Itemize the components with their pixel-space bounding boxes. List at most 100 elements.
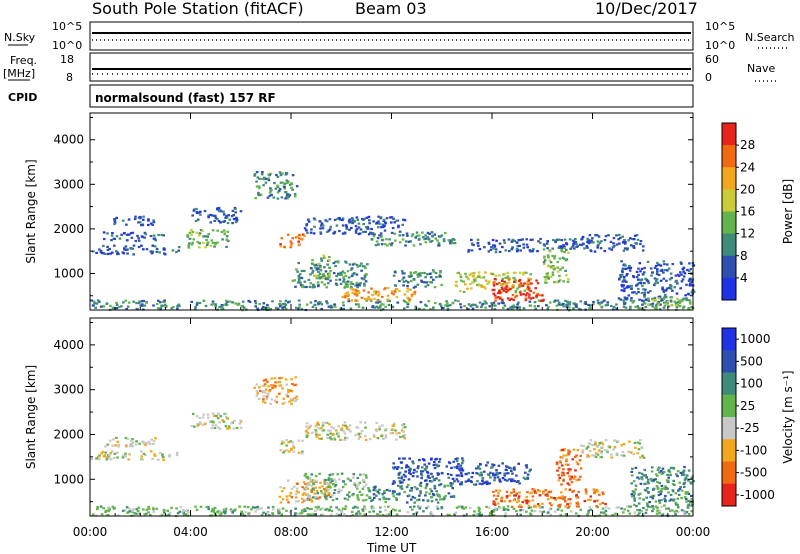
power-echo-cell <box>622 289 626 293</box>
velocity-echo-cell <box>428 492 431 495</box>
power-echo-cell <box>667 267 671 270</box>
power-echo-cell <box>329 304 333 307</box>
power-echo-cell <box>142 215 145 218</box>
velocity-colorbar-tick-label: 500 <box>740 354 763 368</box>
power-echo-cell <box>239 210 243 213</box>
velocity-echo-cell <box>270 377 273 380</box>
velocity-echo-cell <box>392 422 396 425</box>
power-echo-cell <box>442 238 446 241</box>
velocity-echo-cell <box>291 444 295 447</box>
power-echo-cell <box>335 283 339 286</box>
power-echo-cell <box>284 197 287 200</box>
power-echo-cell <box>478 248 482 251</box>
velocity-echo-cell <box>440 471 444 475</box>
velocity-echo-cell <box>295 500 298 503</box>
power-echo-cell <box>524 297 528 300</box>
velocity-echo-cell <box>685 497 688 501</box>
power-echo-cell <box>626 285 630 288</box>
power-echo-cell <box>517 239 521 242</box>
velocity-echo-cell <box>132 508 135 511</box>
power-echo-cell <box>313 274 317 277</box>
power-echo-cell <box>280 196 284 199</box>
power-echo-cell <box>504 288 507 291</box>
power-echo-cell <box>320 303 324 306</box>
power-echo-cell <box>514 289 518 293</box>
power-echo-cell <box>195 207 198 211</box>
velocity-echo-cell <box>320 491 324 494</box>
power-echo-cell <box>557 246 561 249</box>
power-echo-cell <box>340 272 343 275</box>
power-echo-cell <box>663 301 666 304</box>
velocity-echo-cell <box>105 456 108 459</box>
power-echo-cell <box>90 299 93 302</box>
velocity-echo-cell <box>408 470 411 473</box>
power-echo-cell <box>295 306 298 309</box>
power-echo-cell <box>341 224 345 227</box>
power-echo-cell <box>213 219 217 222</box>
power-echo-cell <box>380 303 383 306</box>
power-echo-cell <box>326 275 330 278</box>
velocity-echo-cell <box>586 498 590 501</box>
velocity-echo-cell <box>428 476 431 480</box>
velocity-echo-cell <box>684 491 687 494</box>
power-echo-cell <box>279 243 282 246</box>
power-echo-cell <box>367 215 371 218</box>
velocity-echo-cell <box>563 496 567 499</box>
power-echo-cell <box>439 235 442 238</box>
velocity-echo-cell <box>435 457 438 460</box>
power-echo-cell <box>175 251 178 254</box>
velocity-echo-cell <box>97 455 100 459</box>
velocity-echo-cell <box>205 505 209 509</box>
velocity-echo-cell <box>385 488 389 492</box>
velocity-echo-cell <box>652 487 656 490</box>
velocity-echo-cell <box>282 487 286 490</box>
power-echo-cell <box>543 276 547 279</box>
power-echo-cell <box>276 191 280 194</box>
velocity-echo-cell <box>332 492 336 495</box>
power-echo-cell <box>655 272 659 276</box>
velocity-echo-cell <box>603 449 607 452</box>
power-echo-cell <box>306 231 309 234</box>
velocity-echo-cell <box>359 421 362 424</box>
power-echo-cell <box>469 305 473 308</box>
velocity-echo-cell <box>306 487 309 490</box>
velocity-echo-cell <box>642 474 645 477</box>
power-echo-cell <box>630 287 633 290</box>
velocity-echo-cell <box>407 478 411 481</box>
power-echo-cell <box>560 246 563 250</box>
power-echo-cell <box>186 234 189 237</box>
power-echo-cell <box>339 282 343 285</box>
velocity-echo-cell <box>401 426 405 429</box>
power-echo-cell <box>433 286 437 289</box>
power-echo-cell <box>469 272 473 275</box>
power-echo-cell <box>512 286 515 289</box>
power-echo-cell <box>394 239 397 242</box>
power-echo-cell <box>286 233 290 236</box>
velocity-echo-cell <box>633 499 636 502</box>
power-echo-cell <box>424 276 427 279</box>
velocity-echo-cell <box>303 508 306 511</box>
velocity-echo-cell <box>649 506 653 509</box>
velocity-echo-cell <box>512 507 516 510</box>
power-echo-region <box>279 233 306 249</box>
velocity-echo-cell <box>270 398 274 401</box>
power-echo-cell <box>522 293 525 296</box>
power-echo-cell <box>188 242 191 245</box>
velocity-echo-cell <box>510 491 513 494</box>
power-echo-cell <box>367 227 370 230</box>
velocity-echo-cell <box>524 471 527 474</box>
power-echo-region <box>341 286 417 303</box>
velocity-echo-cell <box>425 466 428 469</box>
velocity-echo-cell <box>149 450 153 453</box>
power-echo-cell <box>551 273 555 277</box>
power-echo-cell <box>531 238 534 241</box>
power-echo-cell <box>482 276 486 279</box>
velocity-echo-cell <box>632 494 635 497</box>
velocity-echo-cell <box>324 489 327 493</box>
power-echo-cell <box>409 273 413 276</box>
power-echo-cell <box>685 283 688 286</box>
power-echo-cell <box>322 273 325 276</box>
power-echo-cell <box>557 280 561 283</box>
velocity-echo-cell <box>378 513 382 516</box>
